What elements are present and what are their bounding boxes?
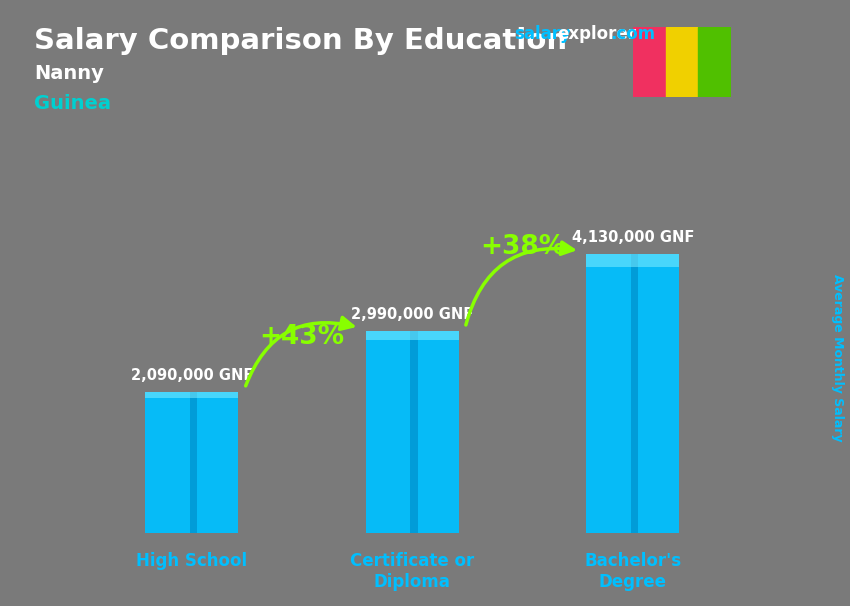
Text: 2,990,000 GNF: 2,990,000 GNF bbox=[351, 307, 473, 322]
Bar bbox=[699, 27, 731, 97]
Bar bbox=[190, 392, 197, 533]
Text: 4,130,000 GNF: 4,130,000 GNF bbox=[571, 230, 694, 245]
Text: .com: .com bbox=[610, 25, 655, 44]
Text: Average Monthly Salary: Average Monthly Salary bbox=[830, 274, 844, 441]
Text: Salary Comparison By Education: Salary Comparison By Education bbox=[34, 27, 567, 55]
Bar bbox=[366, 331, 458, 533]
Text: Nanny: Nanny bbox=[34, 64, 104, 82]
Text: explorer: explorer bbox=[557, 25, 636, 44]
Text: +38%: +38% bbox=[480, 234, 565, 260]
Bar bbox=[586, 254, 679, 267]
Bar bbox=[586, 254, 679, 533]
Bar bbox=[145, 392, 238, 398]
Bar bbox=[633, 27, 666, 97]
Bar bbox=[411, 331, 418, 533]
Bar bbox=[366, 331, 458, 341]
Bar bbox=[145, 392, 238, 533]
Text: 2,090,000 GNF: 2,090,000 GNF bbox=[131, 368, 253, 383]
Bar bbox=[631, 254, 638, 533]
Text: +43%: +43% bbox=[259, 324, 344, 350]
Text: salary: salary bbox=[514, 25, 571, 44]
Text: Guinea: Guinea bbox=[34, 94, 111, 113]
Bar bbox=[666, 27, 699, 97]
